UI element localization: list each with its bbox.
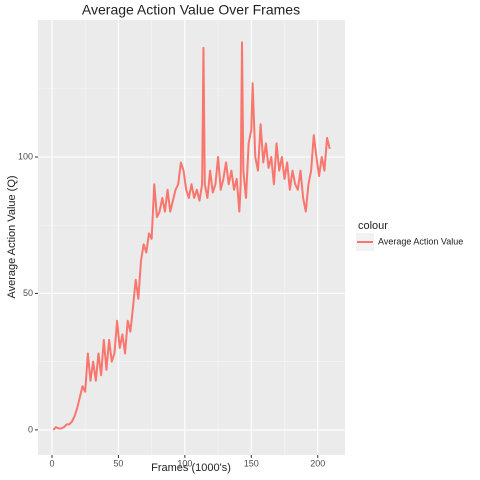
line-series [52, 41, 331, 431]
x-tick-label: 100 [177, 458, 192, 468]
x-tick-label: 150 [244, 458, 259, 468]
y-axis-label: Average Action Value (Q) [6, 175, 18, 298]
panel [38, 20, 345, 455]
y-tick-label: 100 [18, 151, 33, 161]
x-tick-label: 50 [113, 458, 123, 468]
y-tick-label: 50 [23, 288, 33, 298]
legend-label: Average Action Value [378, 236, 463, 246]
chart-title: Average Action Value Over Frames [82, 2, 300, 18]
x-tick-label: 0 [49, 458, 54, 468]
x-tick-label: 200 [310, 458, 325, 468]
legend-title: colour [358, 220, 388, 232]
x-axis-label: Frames (1000's) [151, 462, 231, 474]
y-tick-label: 0 [28, 424, 33, 434]
